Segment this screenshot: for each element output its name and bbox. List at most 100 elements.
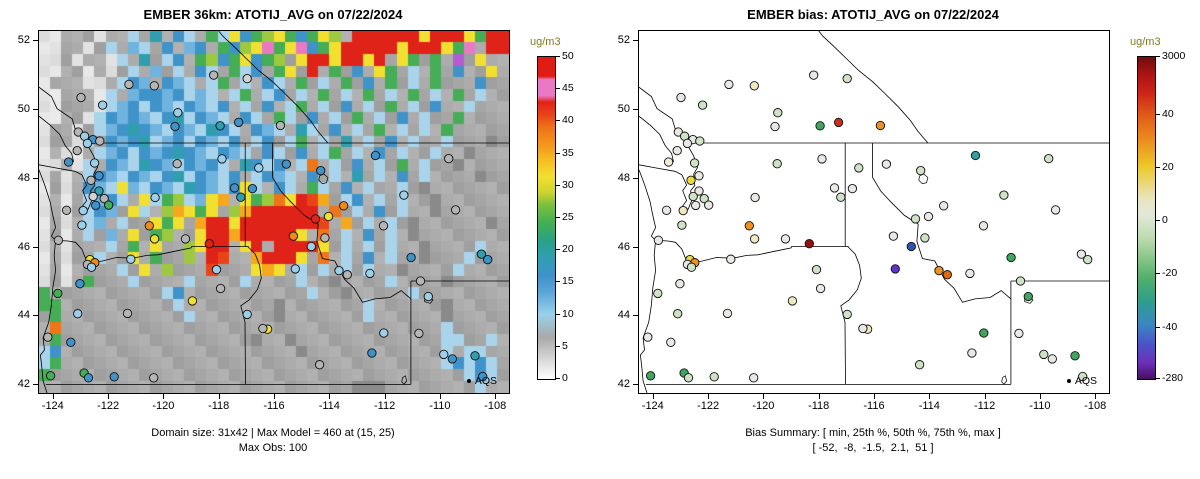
aqs-dot-icon <box>1066 379 1071 383</box>
colorbar-tick <box>1156 273 1160 275</box>
station-marker <box>815 121 825 131</box>
colorbar-tick-label: 10 <box>562 307 574 320</box>
station-marker <box>939 201 949 211</box>
x-axis-tick <box>652 394 654 399</box>
station-marker <box>1076 249 1087 259</box>
station-marker <box>88 191 98 202</box>
station-marker <box>53 288 63 299</box>
station-marker <box>691 200 701 211</box>
station-marker <box>94 186 104 196</box>
station-marker <box>661 205 672 215</box>
colorbar-tick-label: -40 <box>1162 320 1178 333</box>
station-marker <box>339 201 349 211</box>
colorbar-tick-label: 35 <box>562 146 574 159</box>
panel-bias: EMBER bias: ATOTIJ_AVG on 07/22/2024 AQS… <box>600 0 1200 479</box>
station-marker <box>833 117 844 128</box>
x-axis-tick-label: -120 <box>152 400 175 412</box>
state-border-line <box>55 239 249 263</box>
station-marker <box>724 79 734 90</box>
x-axis-tick <box>763 394 765 399</box>
colorbar-tick-label: 45 <box>562 82 574 95</box>
colorbar-tick-label: 25 <box>562 211 574 223</box>
station-marker <box>444 153 454 164</box>
station-marker <box>726 254 736 264</box>
y-axis-tick-label: 48 <box>617 171 630 184</box>
station-marker <box>342 270 352 280</box>
colorbar-tick <box>556 345 560 347</box>
station-marker <box>965 268 975 279</box>
station-marker <box>86 175 96 185</box>
colorbar-tick <box>556 184 560 186</box>
station-marker <box>76 92 86 103</box>
station-marker <box>772 159 782 169</box>
station-marker <box>979 328 989 338</box>
station-marker <box>290 264 300 274</box>
colorbar-tick-label: 3000 <box>1162 50 1186 62</box>
colorbar-tick-label: 40 <box>1162 108 1174 120</box>
station-marker <box>423 291 433 302</box>
station-marker <box>787 296 798 306</box>
station-marker <box>645 371 656 381</box>
station-marker <box>43 332 53 342</box>
station-marker <box>1044 153 1054 164</box>
station-marker <box>149 373 159 383</box>
station-marker <box>180 234 191 244</box>
colorbar-tick <box>1156 378 1160 379</box>
station-marker <box>126 254 136 264</box>
station-marker <box>53 235 64 245</box>
x-axis-tick-label: -118 <box>208 400 230 412</box>
y-axis-tick-label: 52 <box>617 33 630 46</box>
station-marker <box>910 214 921 224</box>
y-axis-tick-label: 46 <box>617 240 630 253</box>
station-marker <box>1006 252 1016 263</box>
x-axis-tick <box>52 394 54 399</box>
colorbar-model <box>537 56 556 380</box>
station-marker <box>890 264 900 274</box>
y-axis-tick-label: 44 <box>17 309 30 322</box>
station-marker <box>1047 354 1057 364</box>
station-marker <box>414 328 424 339</box>
station-marker <box>858 323 868 334</box>
station-marker <box>697 100 708 110</box>
colorbar-tick <box>556 313 560 315</box>
x-axis-tick <box>163 394 165 399</box>
state-border-line <box>272 143 412 303</box>
map-plot-model: AQS <box>38 30 510 394</box>
x-axis-tick <box>929 394 931 399</box>
y-axis-tick-label: 48 <box>17 171 30 184</box>
station-marker <box>676 92 686 103</box>
station-marker <box>144 221 154 231</box>
y-axis-tick-label: 52 <box>17 33 30 46</box>
station-marker <box>999 190 1009 200</box>
station-marker <box>254 163 264 173</box>
colorbar-tick <box>556 120 560 122</box>
colorbar-tick <box>1156 220 1160 222</box>
x-axis-tick-label: -118 <box>808 400 830 412</box>
colorbar-tick-label: 50 <box>562 50 574 62</box>
station-marker <box>45 371 56 381</box>
station-marker <box>1023 291 1033 302</box>
station-marker <box>695 136 705 146</box>
station-marker <box>709 372 719 382</box>
station-marker <box>258 323 268 334</box>
station-marker <box>1014 328 1024 339</box>
station-marker <box>906 241 916 252</box>
caption-max-obs: Max Obs: 100 <box>238 442 308 454</box>
station-marker <box>72 145 82 156</box>
y-axis-tick <box>33 384 38 386</box>
x-axis-tick <box>329 394 331 399</box>
aqs-legend: AQS <box>1066 375 1097 387</box>
x-axis-tick-label: -110 <box>1029 400 1051 412</box>
y-axis-tick <box>33 246 38 248</box>
y-axis-tick-label: 50 <box>17 102 30 115</box>
colorbar-bias <box>1137 56 1156 380</box>
x-axis-tick <box>984 394 986 399</box>
station-marker <box>406 252 416 263</box>
caption-bias-summary: Bias Summary: [ min, 25th %, 50th %, 75t… <box>745 427 1001 439</box>
colorbar-tick <box>556 56 560 57</box>
station-marker <box>370 150 381 161</box>
y-axis-tick-label: 42 <box>617 378 630 391</box>
x-axis-tick <box>495 394 497 399</box>
station-marker <box>217 154 227 164</box>
station-marker <box>770 121 780 132</box>
